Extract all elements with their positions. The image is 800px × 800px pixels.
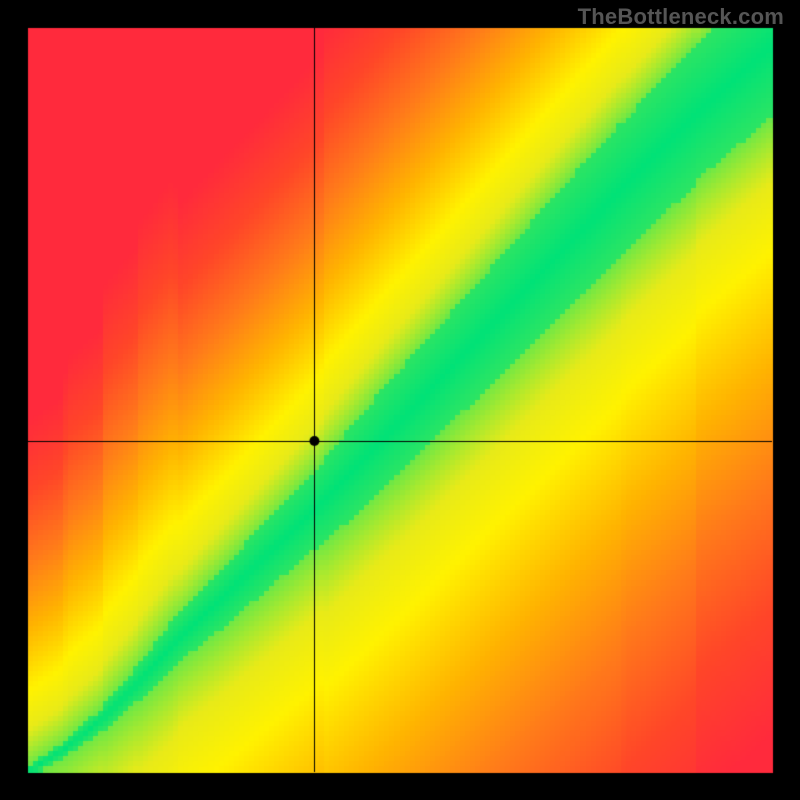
watermark-text: TheBottleneck.com bbox=[578, 4, 784, 30]
bottleneck-heatmap bbox=[0, 0, 800, 800]
chart-frame: { "watermark": { "text": "TheBottleneck.… bbox=[0, 0, 800, 800]
